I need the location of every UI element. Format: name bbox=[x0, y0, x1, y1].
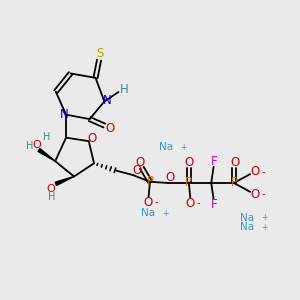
Text: O: O bbox=[88, 132, 97, 145]
Text: -: - bbox=[262, 189, 265, 199]
Polygon shape bbox=[55, 176, 74, 185]
Text: Na: Na bbox=[142, 208, 156, 218]
Text: Na: Na bbox=[159, 142, 173, 152]
Text: O: O bbox=[185, 157, 194, 169]
Text: +: + bbox=[261, 213, 267, 222]
Text: O: O bbox=[47, 184, 56, 194]
Text: O: O bbox=[143, 196, 152, 209]
Text: H: H bbox=[43, 132, 51, 142]
Text: N: N bbox=[103, 94, 112, 107]
Text: P: P bbox=[146, 175, 154, 188]
Text: N: N bbox=[60, 108, 69, 121]
Text: +: + bbox=[162, 209, 169, 218]
Text: +: + bbox=[180, 142, 186, 152]
Text: H: H bbox=[48, 191, 56, 202]
Text: O: O bbox=[33, 140, 41, 150]
Text: O: O bbox=[132, 164, 142, 177]
Text: O: O bbox=[251, 188, 260, 201]
Text: S: S bbox=[96, 47, 103, 60]
Text: O: O bbox=[165, 172, 174, 184]
Text: H: H bbox=[26, 141, 34, 151]
Text: Na: Na bbox=[240, 222, 254, 232]
Text: O: O bbox=[135, 156, 144, 169]
Text: +: + bbox=[261, 223, 267, 232]
Text: -: - bbox=[154, 197, 158, 207]
Text: P: P bbox=[185, 176, 192, 190]
Text: F: F bbox=[211, 198, 217, 211]
Text: O: O bbox=[230, 157, 239, 169]
Text: -: - bbox=[262, 167, 265, 177]
Text: F: F bbox=[211, 155, 217, 168]
Text: -: - bbox=[196, 199, 200, 208]
Text: Na: Na bbox=[240, 213, 254, 223]
Text: O: O bbox=[105, 122, 114, 135]
Text: O: O bbox=[251, 165, 260, 178]
Polygon shape bbox=[38, 148, 55, 161]
Text: P: P bbox=[230, 176, 237, 190]
Text: O: O bbox=[186, 197, 195, 210]
Text: H: H bbox=[120, 82, 128, 95]
